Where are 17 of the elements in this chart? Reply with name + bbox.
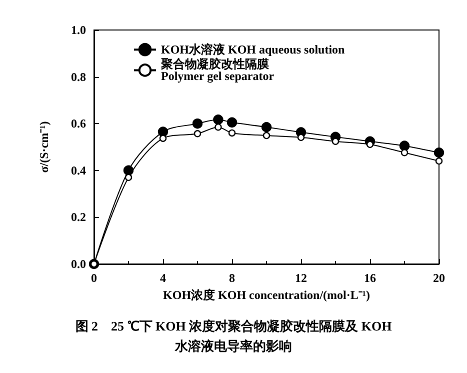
- x-tick-label: 20: [433, 271, 445, 285]
- x-tick-label: 12: [295, 271, 307, 285]
- y-tick-label: 0.0: [71, 257, 86, 271]
- x-tick-label: 8: [229, 271, 235, 285]
- x-tick-label: 16: [364, 271, 376, 285]
- x-axis-title: KOH浓度 KOH concentration/(mol·L⁻¹): [163, 288, 370, 302]
- y-tick-label: 0.8: [71, 70, 86, 84]
- y-axis-title: σ/(S·cm⁻¹): [37, 121, 51, 173]
- y-tick-label: 1.0: [71, 23, 86, 37]
- text: 图 2 25 ℃下 KOH 浓度对聚合物凝胶改性隔膜及 KOH 水溶液电导率的影响: [75, 318, 392, 354]
- x-tick-label: 4: [160, 271, 166, 285]
- legend-label: 聚合物凝胶改性隔膜 Polymer gel separator: [160, 57, 275, 84]
- y-tick-label: 0.4: [71, 163, 86, 178]
- y-tick-label: 0.2: [71, 210, 86, 224]
- x-tick-label: 0: [91, 271, 97, 285]
- legend-label: KOH水溶液 KOH aqueous solution: [161, 42, 346, 57]
- y-tick-label: 0.6: [71, 116, 86, 131]
